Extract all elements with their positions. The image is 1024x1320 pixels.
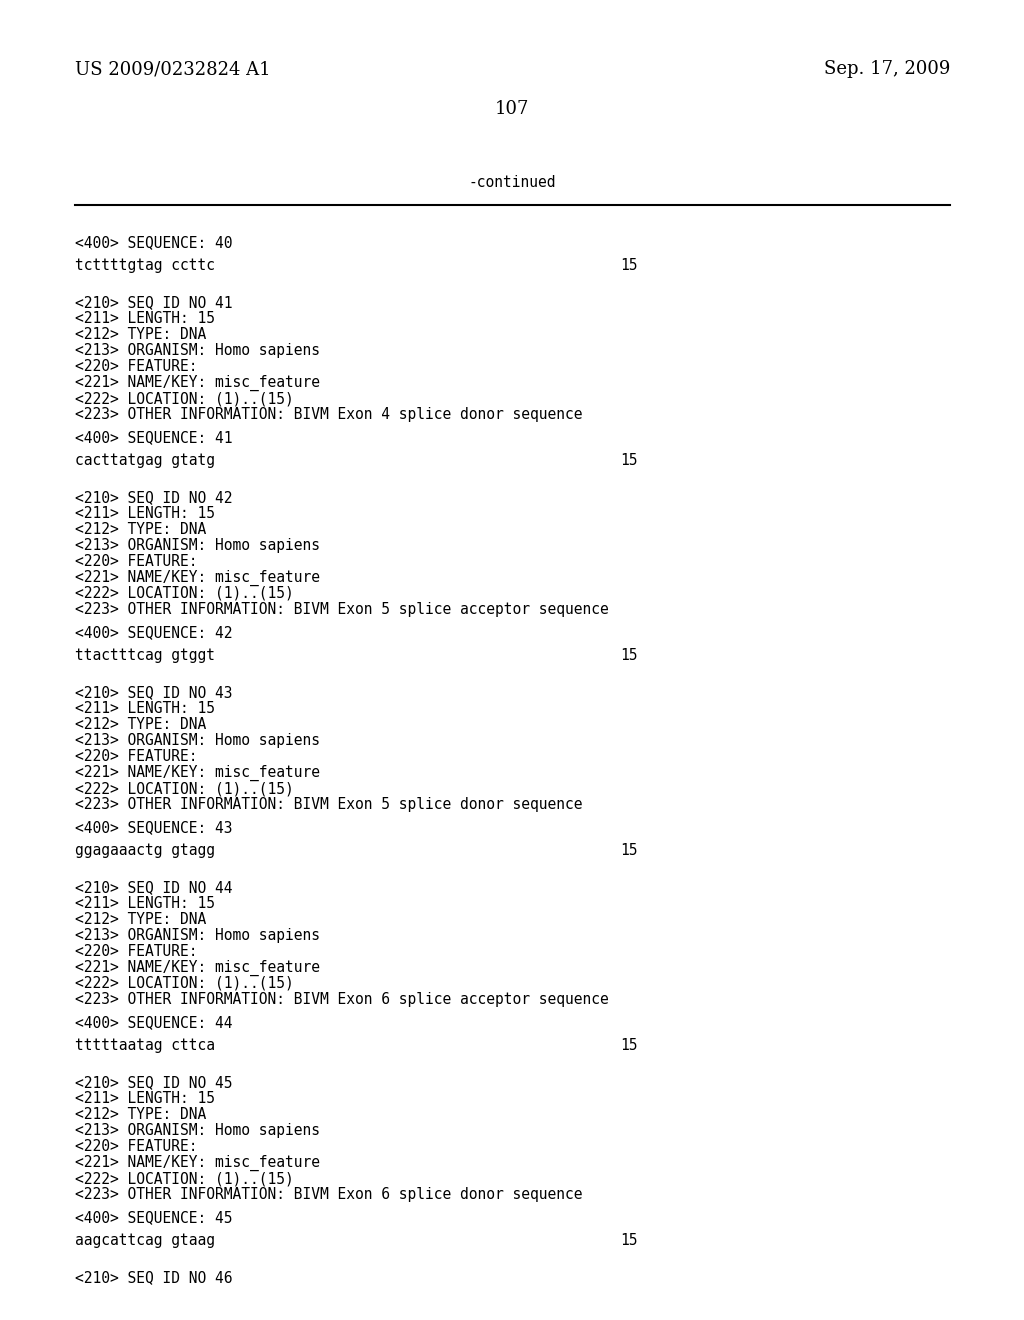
Text: -continued: -continued xyxy=(468,176,556,190)
Text: <400> SEQUENCE: 43: <400> SEQUENCE: 43 xyxy=(75,820,232,836)
Text: <220> FEATURE:: <220> FEATURE: xyxy=(75,748,198,764)
Text: US 2009/0232824 A1: US 2009/0232824 A1 xyxy=(75,59,270,78)
Text: <220> FEATURE:: <220> FEATURE: xyxy=(75,359,198,374)
Text: <210> SEQ ID NO 41: <210> SEQ ID NO 41 xyxy=(75,294,232,310)
Text: <400> SEQUENCE: 41: <400> SEQUENCE: 41 xyxy=(75,430,232,445)
Text: <221> NAME/KEY: misc_feature: <221> NAME/KEY: misc_feature xyxy=(75,375,319,391)
Text: aagcattcag gtaag: aagcattcag gtaag xyxy=(75,1233,215,1247)
Text: <213> ORGANISM: Homo sapiens: <213> ORGANISM: Homo sapiens xyxy=(75,928,319,942)
Text: <213> ORGANISM: Homo sapiens: <213> ORGANISM: Homo sapiens xyxy=(75,733,319,748)
Text: <223> OTHER INFORMATION: BIVM Exon 5 splice donor sequence: <223> OTHER INFORMATION: BIVM Exon 5 spl… xyxy=(75,797,583,812)
Text: <212> TYPE: DNA: <212> TYPE: DNA xyxy=(75,1107,206,1122)
Text: <222> LOCATION: (1)..(15): <222> LOCATION: (1)..(15) xyxy=(75,975,294,991)
Text: <222> LOCATION: (1)..(15): <222> LOCATION: (1)..(15) xyxy=(75,1171,294,1185)
Text: <211> LENGTH: 15: <211> LENGTH: 15 xyxy=(75,506,215,521)
Text: <220> FEATURE:: <220> FEATURE: xyxy=(75,554,198,569)
Text: <223> OTHER INFORMATION: BIVM Exon 4 splice donor sequence: <223> OTHER INFORMATION: BIVM Exon 4 spl… xyxy=(75,407,583,422)
Text: <212> TYPE: DNA: <212> TYPE: DNA xyxy=(75,327,206,342)
Text: 15: 15 xyxy=(620,257,638,273)
Text: <400> SEQUENCE: 42: <400> SEQUENCE: 42 xyxy=(75,624,232,640)
Text: tcttttgtag ccttc: tcttttgtag ccttc xyxy=(75,257,215,273)
Text: Sep. 17, 2009: Sep. 17, 2009 xyxy=(823,59,950,78)
Text: ggagaaactg gtagg: ggagaaactg gtagg xyxy=(75,843,215,858)
Text: <400> SEQUENCE: 45: <400> SEQUENCE: 45 xyxy=(75,1210,232,1225)
Text: <222> LOCATION: (1)..(15): <222> LOCATION: (1)..(15) xyxy=(75,586,294,601)
Text: <222> LOCATION: (1)..(15): <222> LOCATION: (1)..(15) xyxy=(75,391,294,407)
Text: <210> SEQ ID NO 42: <210> SEQ ID NO 42 xyxy=(75,490,232,506)
Text: <210> SEQ ID NO 44: <210> SEQ ID NO 44 xyxy=(75,880,232,895)
Text: 15: 15 xyxy=(620,1038,638,1053)
Text: <211> LENGTH: 15: <211> LENGTH: 15 xyxy=(75,896,215,911)
Text: cacttatgag gtatg: cacttatgag gtatg xyxy=(75,453,215,469)
Text: 107: 107 xyxy=(495,100,529,117)
Text: 15: 15 xyxy=(620,453,638,469)
Text: <211> LENGTH: 15: <211> LENGTH: 15 xyxy=(75,312,215,326)
Text: <210> SEQ ID NO 45: <210> SEQ ID NO 45 xyxy=(75,1074,232,1090)
Text: <221> NAME/KEY: misc_feature: <221> NAME/KEY: misc_feature xyxy=(75,570,319,586)
Text: ttactttcag gtggt: ttactttcag gtggt xyxy=(75,648,215,663)
Text: <210> SEQ ID NO 43: <210> SEQ ID NO 43 xyxy=(75,685,232,700)
Text: <221> NAME/KEY: misc_feature: <221> NAME/KEY: misc_feature xyxy=(75,766,319,781)
Text: tttttaatag cttca: tttttaatag cttca xyxy=(75,1038,215,1053)
Text: <210> SEQ ID NO 46: <210> SEQ ID NO 46 xyxy=(75,1270,232,1284)
Text: <400> SEQUENCE: 40: <400> SEQUENCE: 40 xyxy=(75,235,232,249)
Text: <221> NAME/KEY: misc_feature: <221> NAME/KEY: misc_feature xyxy=(75,1155,319,1171)
Text: <220> FEATURE:: <220> FEATURE: xyxy=(75,1139,198,1154)
Text: <222> LOCATION: (1)..(15): <222> LOCATION: (1)..(15) xyxy=(75,781,294,796)
Text: <223> OTHER INFORMATION: BIVM Exon 6 splice donor sequence: <223> OTHER INFORMATION: BIVM Exon 6 spl… xyxy=(75,1187,583,1203)
Text: <223> OTHER INFORMATION: BIVM Exon 6 splice acceptor sequence: <223> OTHER INFORMATION: BIVM Exon 6 spl… xyxy=(75,993,608,1007)
Text: <400> SEQUENCE: 44: <400> SEQUENCE: 44 xyxy=(75,1015,232,1030)
Text: 15: 15 xyxy=(620,1233,638,1247)
Text: <220> FEATURE:: <220> FEATURE: xyxy=(75,944,198,960)
Text: <212> TYPE: DNA: <212> TYPE: DNA xyxy=(75,717,206,733)
Text: <212> TYPE: DNA: <212> TYPE: DNA xyxy=(75,521,206,537)
Text: <213> ORGANISM: Homo sapiens: <213> ORGANISM: Homo sapiens xyxy=(75,539,319,553)
Text: <212> TYPE: DNA: <212> TYPE: DNA xyxy=(75,912,206,927)
Text: <221> NAME/KEY: misc_feature: <221> NAME/KEY: misc_feature xyxy=(75,960,319,977)
Text: <211> LENGTH: 15: <211> LENGTH: 15 xyxy=(75,1092,215,1106)
Text: <213> ORGANISM: Homo sapiens: <213> ORGANISM: Homo sapiens xyxy=(75,343,319,358)
Text: <213> ORGANISM: Homo sapiens: <213> ORGANISM: Homo sapiens xyxy=(75,1123,319,1138)
Text: 15: 15 xyxy=(620,648,638,663)
Text: <211> LENGTH: 15: <211> LENGTH: 15 xyxy=(75,701,215,715)
Text: <223> OTHER INFORMATION: BIVM Exon 5 splice acceptor sequence: <223> OTHER INFORMATION: BIVM Exon 5 spl… xyxy=(75,602,608,616)
Text: 15: 15 xyxy=(620,843,638,858)
